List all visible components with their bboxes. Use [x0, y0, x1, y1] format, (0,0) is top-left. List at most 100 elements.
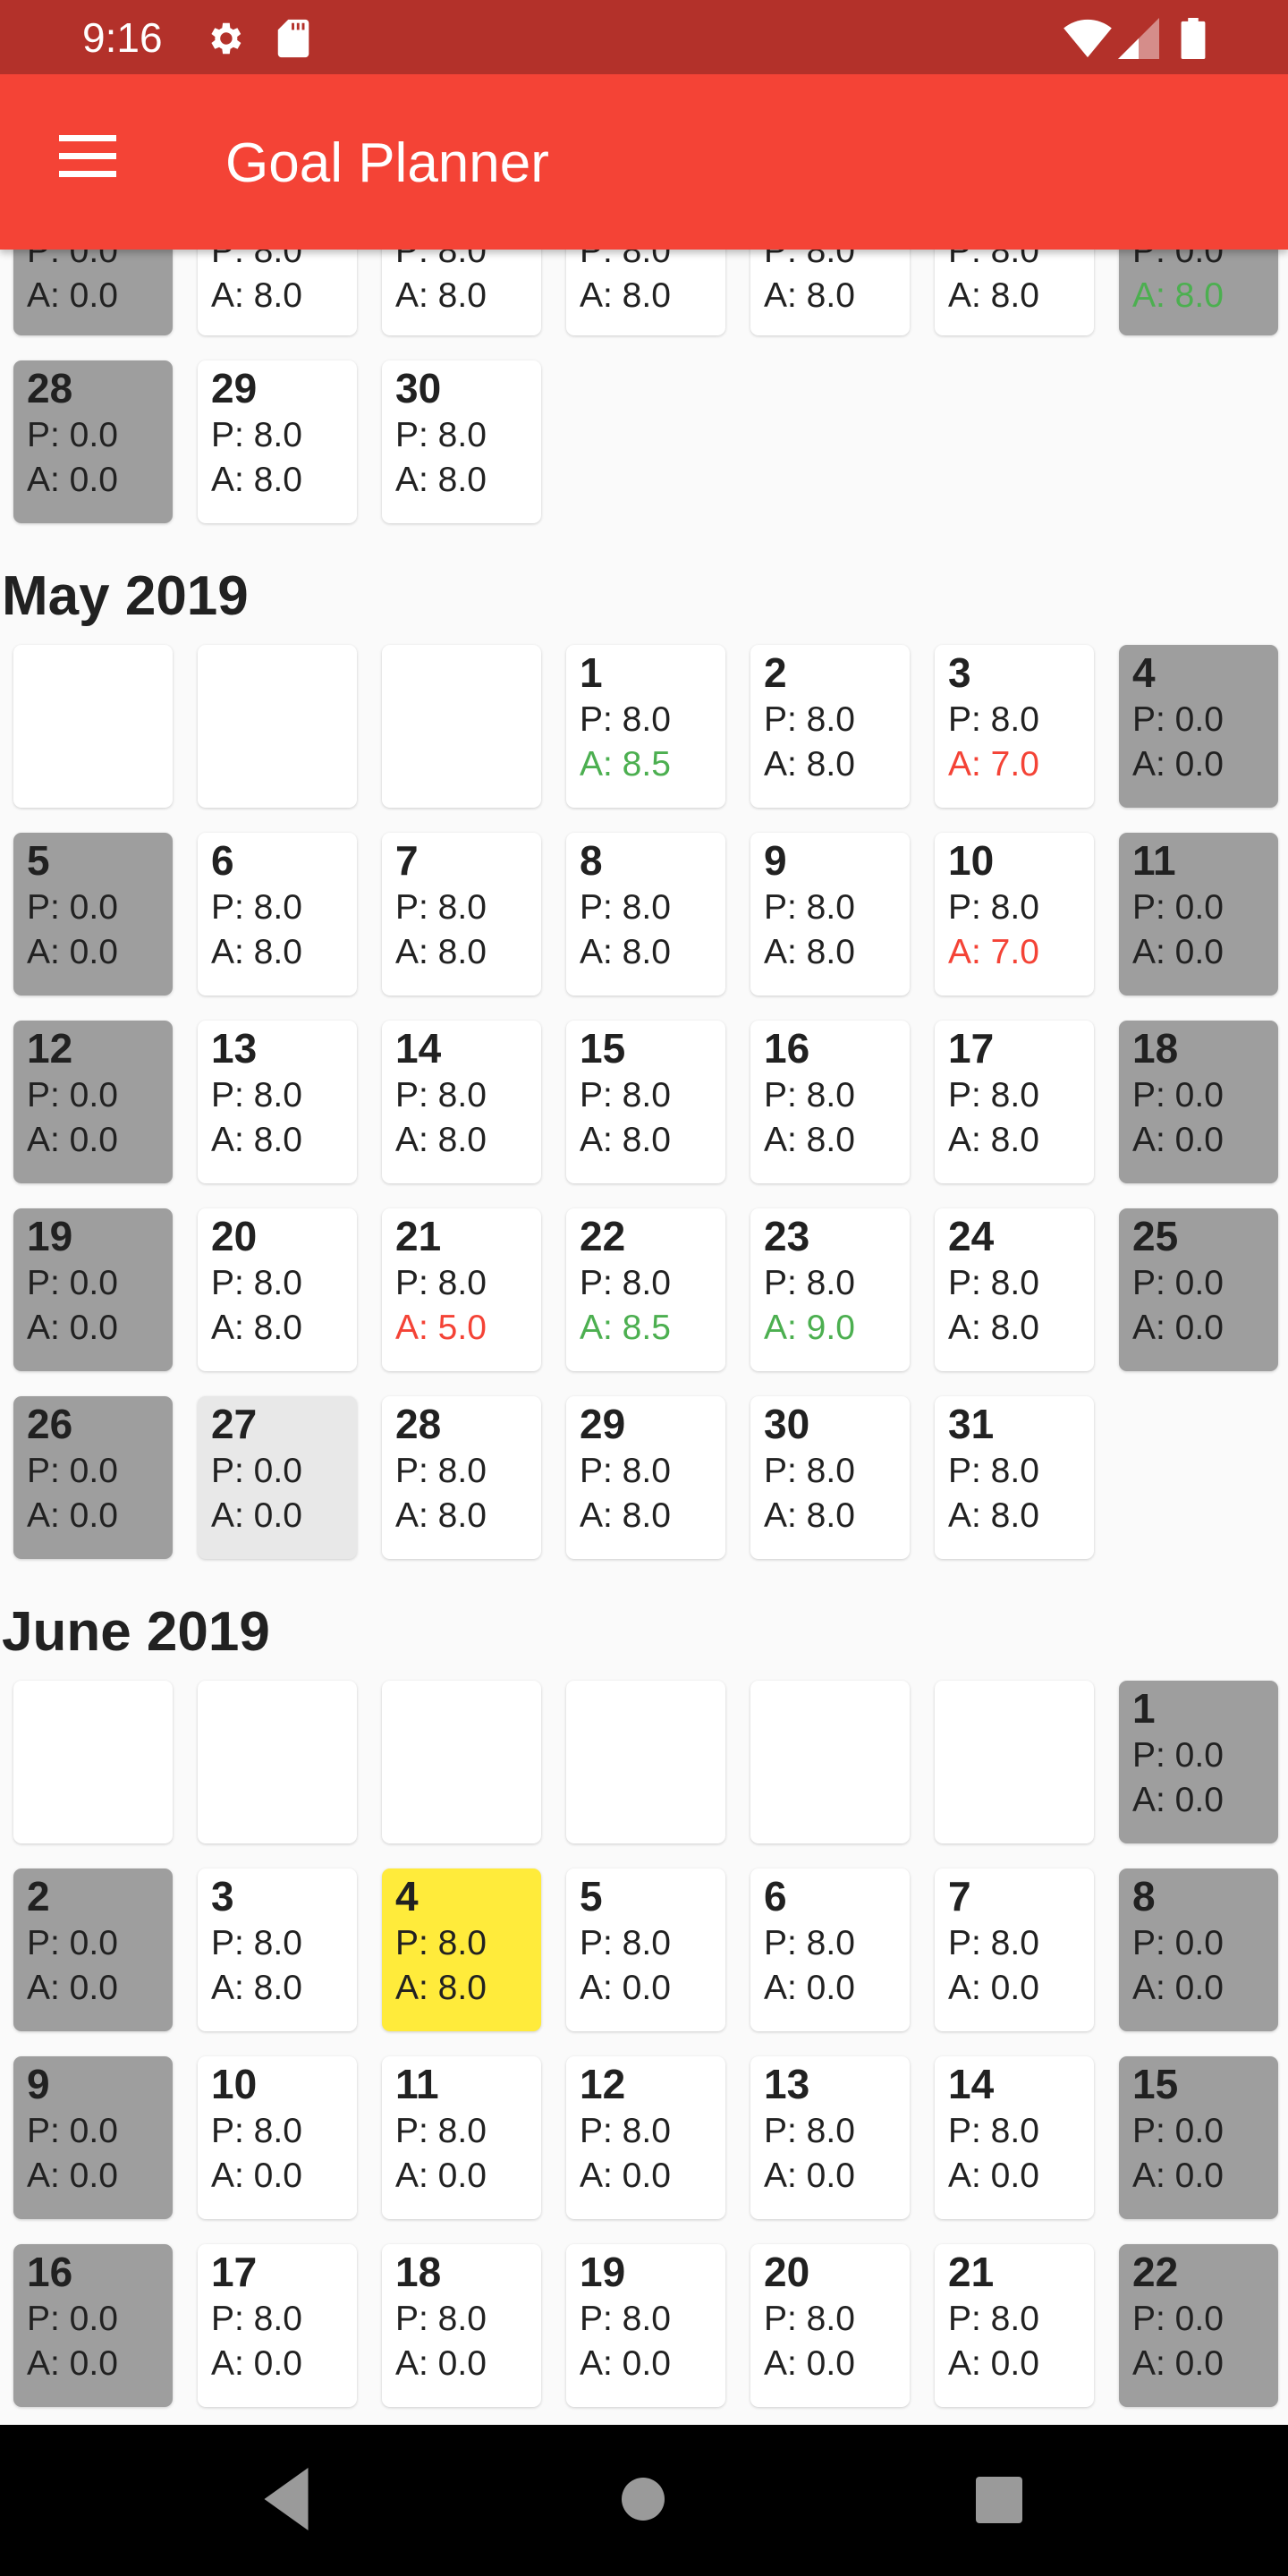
day-cell[interactable]: 21 P: 8.0 A: 5.0	[382, 1208, 541, 1371]
day-number: 22	[580, 1213, 626, 1259]
day-cell[interactable]: P: 8.0 A: 8.0	[566, 250, 725, 335]
day-number: 15	[1132, 2061, 1179, 2107]
day-cell[interactable]: 3 P: 8.0 A: 7.0	[935, 645, 1094, 808]
day-cell[interactable]: 18 P: 0.0 A: 0.0	[1119, 1021, 1278, 1183]
day-cell[interactable]: 6 P: 8.0 A: 8.0	[198, 833, 357, 996]
day-cell[interactable]: 29 P: 8.0 A: 8.0	[198, 360, 357, 523]
day-cell[interactable]: 4 P: 0.0 A: 0.0	[1119, 645, 1278, 808]
day-cell[interactable]: 30 P: 8.0 A: 8.0	[750, 1396, 910, 1559]
day-cell[interactable]: P: 0.0 A: 0.0	[13, 250, 173, 335]
planned-hours: P: 0.0	[27, 2300, 118, 2338]
day-cell[interactable]: 25 P: 0.0 A: 0.0	[1119, 1208, 1278, 1371]
day-cell[interactable]: 22 P: 0.0 A: 0.0	[1119, 2244, 1278, 2407]
day-cell[interactable]: 19 P: 0.0 A: 0.0	[13, 1208, 173, 1371]
actual-hours: A: 0.0	[211, 2344, 302, 2383]
day-cell[interactable]: 15 P: 8.0 A: 8.0	[566, 1021, 725, 1183]
empty-day-cell	[198, 645, 357, 808]
day-cell[interactable]: 12 P: 8.0 A: 0.0	[566, 2056, 725, 2219]
calendar-list: P: 0.0 A: 0.0 P: 8.0 A: 8.0 P: 8.0 A: 8.0 P: 8…	[0, 250, 1288, 2425]
day-cell[interactable]: 8 P: 8.0 A: 8.0	[566, 833, 725, 996]
actual-hours: A: 8.0	[764, 745, 855, 784]
day-cell[interactable]: 16 P: 8.0 A: 8.0	[750, 1021, 910, 1183]
day-cell[interactable]: 17 P: 8.0 A: 0.0	[198, 2244, 357, 2407]
day-cell[interactable]: 14 P: 8.0 A: 0.0	[935, 2056, 1094, 2219]
day-cell[interactable]: 22 P: 8.0 A: 8.5	[566, 1208, 725, 1371]
planned-hours: P: 0.0	[1132, 2300, 1224, 2338]
day-cell[interactable]: 7 P: 8.0 A: 8.0	[382, 833, 541, 996]
day-cell[interactable]: 29 P: 8.0 A: 8.0	[566, 1396, 725, 1559]
planned-hours: P: 8.0	[948, 2112, 1039, 2150]
actual-hours: A: 7.0	[948, 745, 1039, 784]
planned-hours: P: 8.0	[395, 1264, 487, 1302]
day-cell[interactable]: 15 P: 0.0 A: 0.0	[1119, 2056, 1278, 2219]
actual-hours: A: 8.0	[948, 276, 1039, 315]
planned-hours: P: 8.0	[948, 1924, 1039, 1962]
day-cell[interactable]: P: 8.0 A: 8.0	[935, 250, 1094, 335]
week-row: 26 P: 0.0 A: 0.0 27 P: 0.0 A: 0.0 28 P: 8.0 A: 8…	[0, 1396, 1288, 1559]
actual-hours: A: 8.0	[211, 1121, 302, 1159]
day-number: 12	[580, 2061, 626, 2107]
planned-hours: P: 0.0	[1132, 1924, 1224, 1962]
day-cell[interactable]: 12 P: 0.0 A: 0.0	[13, 1021, 173, 1183]
day-cell[interactable]: 11 P: 0.0 A: 0.0	[1119, 833, 1278, 996]
day-number: 23	[764, 1213, 810, 1259]
day-cell[interactable]: 6 P: 8.0 A: 0.0	[750, 1868, 910, 2031]
day-cell[interactable]: 10 P: 8.0 A: 0.0	[198, 2056, 357, 2219]
day-cell[interactable]: 8 P: 0.0 A: 0.0	[1119, 1868, 1278, 2031]
day-cell[interactable]: 2 P: 0.0 A: 0.0	[13, 1868, 173, 2031]
day-cell[interactable]: P: 8.0 A: 8.0	[382, 250, 541, 335]
day-cell[interactable]: 10 P: 8.0 A: 7.0	[935, 833, 1094, 996]
day-cell[interactable]: 9 P: 8.0 A: 8.0	[750, 833, 910, 996]
day-cell[interactable]: 13 P: 8.0 A: 8.0	[198, 1021, 357, 1183]
day-cell[interactable]: 9 P: 0.0 A: 0.0	[13, 2056, 173, 2219]
day-cell[interactable]: 23 P: 8.0 A: 9.0	[750, 1208, 910, 1371]
day-cell[interactable]: 21 P: 8.0 A: 0.0	[935, 2244, 1094, 2407]
actual-hours: A: 0.0	[948, 2157, 1039, 2195]
day-cell[interactable]: 20 P: 8.0 A: 8.0	[198, 1208, 357, 1371]
day-cell[interactable]: 5 P: 8.0 A: 0.0	[566, 1868, 725, 2031]
planned-hours: P: 0.0	[1132, 250, 1224, 270]
planned-hours: P: 0.0	[27, 888, 118, 927]
empty-day-cell	[935, 1681, 1094, 1843]
actual-hours: A: 0.0	[211, 1496, 302, 1535]
actual-hours: A: 0.0	[395, 2344, 487, 2383]
calendar-scroll-area[interactable]: P: 0.0 A: 0.0 P: 8.0 A: 8.0 P: 8.0 A: 8.0 P: 8…	[0, 250, 1288, 2425]
day-cell[interactable]: 26 P: 0.0 A: 0.0	[13, 1396, 173, 1559]
day-cell[interactable]: 16 P: 0.0 A: 0.0	[13, 2244, 173, 2407]
day-cell[interactable]: 17 P: 8.0 A: 8.0	[935, 1021, 1094, 1183]
day-cell[interactable]: 24 P: 8.0 A: 8.0	[935, 1208, 1094, 1371]
planned-hours: P: 8.0	[395, 2300, 487, 2338]
day-cell[interactable]: 3 P: 8.0 A: 8.0	[198, 1868, 357, 2031]
day-cell[interactable]: 28 P: 0.0 A: 0.0	[13, 360, 173, 523]
day-cell[interactable]: 2 P: 8.0 A: 8.0	[750, 645, 910, 808]
actual-hours: A: 8.0	[948, 1121, 1039, 1159]
day-cell[interactable]: P: 8.0 A: 8.0	[198, 250, 357, 335]
day-cell[interactable]: 31 P: 8.0 A: 8.0	[935, 1396, 1094, 1559]
empty-day-cell	[13, 645, 173, 808]
actual-hours: A: 0.0	[764, 2344, 855, 2383]
day-cell[interactable]: 27 P: 0.0 A: 0.0	[198, 1396, 357, 1559]
actual-hours: A: 0.0	[580, 2344, 671, 2383]
planned-hours: P: 8.0	[211, 2112, 302, 2150]
day-cell[interactable]: 18 P: 8.0 A: 0.0	[382, 2244, 541, 2407]
day-cell[interactable]: 1 P: 0.0 A: 0.0	[1119, 1681, 1278, 1843]
hamburger-menu-icon[interactable]	[50, 128, 122, 199]
day-cell[interactable]: 7 P: 8.0 A: 0.0	[935, 1868, 1094, 2031]
day-cell[interactable]: 20 P: 8.0 A: 0.0	[750, 2244, 910, 2407]
day-number: 24	[948, 1213, 995, 1259]
week-row: 28 P: 0.0 A: 0.0 29 P: 8.0 A: 8.0 30 P: 8.0 A: 8…	[0, 360, 1288, 523]
day-cell[interactable]: 11 P: 8.0 A: 0.0	[382, 2056, 541, 2219]
day-cell[interactable]: 14 P: 8.0 A: 8.0	[382, 1021, 541, 1183]
day-cell[interactable]: 5 P: 0.0 A: 0.0	[13, 833, 173, 996]
day-cell[interactable]: 1 P: 8.0 A: 8.5	[566, 645, 725, 808]
recents-icon[interactable]	[975, 2468, 1023, 2530]
day-cell[interactable]: P: 0.0 A: 8.0	[1119, 250, 1278, 335]
home-icon[interactable]	[621, 2468, 665, 2530]
day-cell[interactable]: P: 8.0 A: 8.0	[750, 250, 910, 335]
day-cell[interactable]: 13 P: 8.0 A: 0.0	[750, 2056, 910, 2219]
day-cell[interactable]: 30 P: 8.0 A: 8.0	[382, 360, 541, 523]
day-cell[interactable]: 4 P: 8.0 A: 8.0	[382, 1868, 541, 2031]
day-cell[interactable]: 28 P: 8.0 A: 8.0	[382, 1396, 541, 1559]
back-icon[interactable]	[261, 2468, 311, 2530]
day-cell[interactable]: 19 P: 8.0 A: 0.0	[566, 2244, 725, 2407]
